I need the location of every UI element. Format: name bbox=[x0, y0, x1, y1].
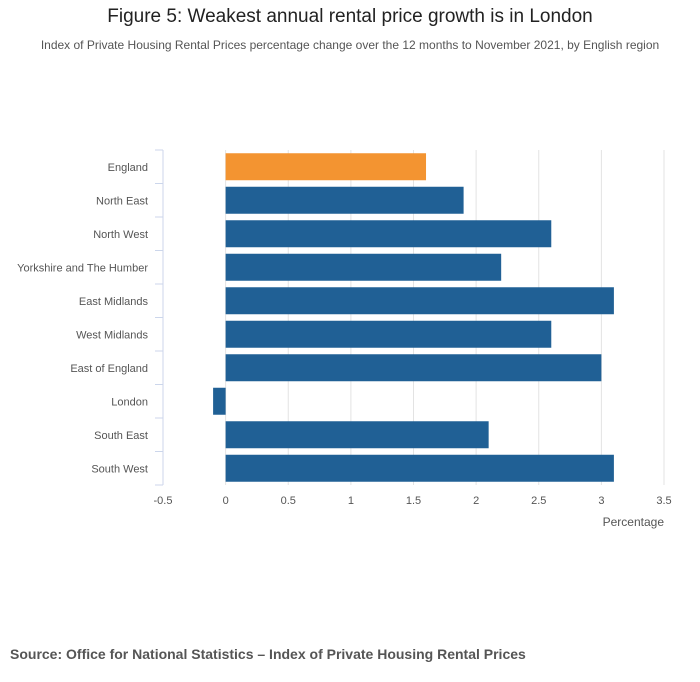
x-tick-label: 2.5 bbox=[531, 495, 546, 507]
x-tick-label: 0.5 bbox=[281, 495, 296, 507]
x-tick-label: 1 bbox=[348, 495, 354, 507]
bar-england bbox=[225, 153, 427, 181]
bar-east-midlands bbox=[225, 287, 614, 315]
y-category-label: West Midlands bbox=[76, 329, 148, 341]
source-note: Source: Office for National Statistics –… bbox=[10, 646, 526, 662]
x-tick-label: 1.5 bbox=[406, 495, 421, 507]
x-axis-title: Percentage bbox=[603, 515, 665, 529]
bar-south-east bbox=[225, 421, 489, 449]
bar-west-midlands bbox=[225, 320, 552, 348]
y-category-label: Yorkshire and The Humber bbox=[17, 262, 148, 274]
bar-yorkshire-and-the-humber bbox=[225, 253, 502, 281]
bar-london bbox=[213, 387, 226, 415]
chart-title: Figure 5: Weakest annual rental price gr… bbox=[107, 6, 593, 27]
x-tick-label: 3.5 bbox=[656, 495, 671, 507]
y-category-label: East of England bbox=[70, 363, 148, 375]
x-tick-label: 2 bbox=[473, 495, 479, 507]
bar-north-east bbox=[225, 186, 464, 214]
x-tick-label: 3 bbox=[598, 495, 604, 507]
y-category-label: London bbox=[111, 396, 148, 408]
bar-south-west bbox=[225, 454, 614, 482]
x-tick-label: 0 bbox=[223, 495, 229, 507]
y-category-label: North West bbox=[93, 229, 148, 241]
y-category-label: North East bbox=[96, 195, 148, 207]
bar-north-west bbox=[225, 220, 552, 248]
y-category-label: East Midlands bbox=[79, 296, 149, 308]
y-category-label: England bbox=[108, 162, 148, 174]
chart-subtitle: Index of Private Housing Rental Prices p… bbox=[40, 38, 660, 52]
y-category-label: South East bbox=[94, 430, 148, 442]
y-category-label: South West bbox=[91, 463, 148, 475]
bar-east-of-england bbox=[225, 354, 602, 382]
x-tick-label: -0.5 bbox=[154, 495, 173, 507]
